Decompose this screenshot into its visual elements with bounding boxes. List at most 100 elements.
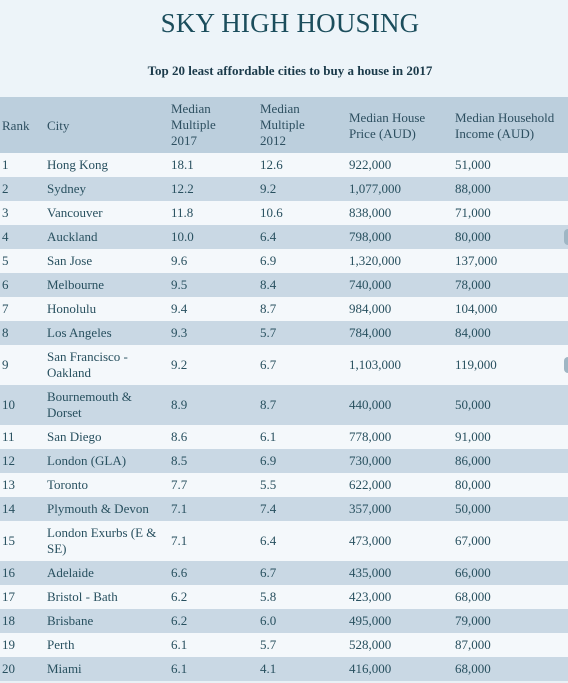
table-row: 5 San Jose 9.6 6.9 1,320,000 137,000 [0, 249, 568, 273]
median-house-price-cell: 740,000 [349, 277, 392, 292]
rank-cell: 20 [2, 661, 15, 676]
city-cell: Auckland [47, 229, 98, 244]
city-cell: Toronto [47, 477, 88, 492]
page-header: SKY HIGH HOUSING Top 20 least affordable… [0, 0, 568, 97]
median-household-income-cell: 86,000 [455, 453, 491, 468]
median-house-price-cell: 495,000 [349, 613, 392, 628]
rank-cell: 9 [2, 357, 9, 372]
median-multiple-2017-cell: 6.1 [171, 661, 188, 676]
city-cell: Vancouver [47, 205, 103, 220]
rank-cell: 18 [2, 613, 15, 628]
median-household-income-cell: 66,000 [455, 565, 491, 580]
median-house-price-cell: 798,000 [349, 229, 392, 244]
median-house-price-cell: 984,000 [349, 301, 392, 316]
table-row: 10 Bournemouth & Dorset 8.9 8.7 440,000 50,00… [0, 385, 568, 425]
page-title: SKY HIGH HOUSING [160, 8, 420, 38]
median-multiple-2017-cell: 6.2 [171, 613, 188, 628]
median-household-income-cell: 104,000 [455, 301, 498, 316]
median-multiple-2017-cell: 8.6 [171, 429, 188, 444]
table-row: 2 Sydney 12.2 9.2 1,077,000 88,000 [0, 177, 568, 201]
table-row: 19 Perth 6.1 5.7 528,000 87,000 [0, 633, 568, 657]
median-multiple-2017-cell: 6.1 [171, 637, 188, 652]
city-cell: London (GLA) [47, 453, 127, 468]
table-row: 20 Miami 6.1 4.1 416,000 68,000 [0, 657, 568, 681]
table-row: 17 Bristol - Bath 6.2 5.8 423,000 68,000 [0, 585, 568, 609]
table-row: 16 Adelaide 6.6 6.7 435,000 66,000 [0, 561, 568, 585]
median-multiple-2012-cell: 9.2 [260, 181, 277, 196]
median-household-income-cell: 50,000 [455, 397, 491, 412]
median-multiple-2012-cell: 4.1 [260, 661, 277, 676]
rank-cell: 13 [2, 477, 15, 492]
rank-cell: 3 [2, 205, 9, 220]
table-row: 9 San Francisco - Oakland 9.2 6.7 1,103,000 1… [0, 345, 568, 385]
median-multiple-2012-cell: 7.4 [260, 501, 277, 516]
median-multiple-2012-cell: 8.7 [260, 397, 277, 412]
city-cell: Hong Kong [47, 157, 109, 172]
header-median-house-price: Median House Price (AUD) [349, 110, 426, 141]
median-house-price-cell: 1,103,000 [349, 357, 401, 372]
median-house-price-cell: 528,000 [349, 637, 392, 652]
median-house-price-cell: 730,000 [349, 453, 392, 468]
median-household-income-cell: 91,000 [455, 429, 491, 444]
median-household-income-cell: 68,000 [455, 589, 491, 604]
table-row: 12 London (GLA) 8.5 6.9 730,000 86,000 [0, 449, 568, 473]
median-household-income-cell: 68,000 [455, 661, 491, 676]
table-row: 18 Brisbane 6.2 6.0 495,000 79,000 [0, 609, 568, 633]
median-house-price-cell: 1,077,000 [349, 181, 401, 196]
median-multiple-2012-cell: 6.1 [260, 429, 277, 444]
median-multiple-2012-cell: 6.9 [260, 453, 277, 468]
median-house-price-cell: 440,000 [349, 397, 392, 412]
city-cell: Melbourne [47, 277, 105, 292]
median-multiple-2017-cell: 7.7 [171, 477, 188, 492]
median-multiple-2012-cell: 5.5 [260, 477, 277, 492]
rank-cell: 10 [2, 397, 15, 412]
median-multiple-2017-cell: 6.2 [171, 589, 188, 604]
rank-cell: 19 [2, 637, 15, 652]
rank-cell: 1 [2, 157, 9, 172]
median-multiple-2012-cell: 12.6 [260, 157, 283, 172]
table-row: 14 Plymouth & Devon 7.1 7.4 357,000 50,000 [0, 497, 568, 521]
median-multiple-2017-cell: 8.5 [171, 453, 188, 468]
median-house-price-cell: 423,000 [349, 589, 392, 604]
median-multiple-2017-cell: 9.3 [171, 325, 188, 340]
city-cell: Honolulu [47, 301, 97, 316]
city-cell: Miami [47, 661, 82, 676]
median-multiple-2012-cell: 5.7 [260, 637, 277, 652]
median-multiple-2012-cell: 6.9 [260, 253, 277, 268]
table-row: 4 Auckland 10.0 6.4 798,000 80,000 [0, 225, 568, 249]
rank-cell: 17 [2, 589, 15, 604]
median-house-price-cell: 473,000 [349, 533, 392, 548]
table-row: 11 San Diego 8.6 6.1 778,000 91,000 [0, 425, 568, 449]
table-row: 1 Hong Kong 18.1 12.6 922,000 51,000 [0, 153, 568, 177]
table-body: 1 Hong Kong 18.1 12.6 922,000 51,000 2 Sydney 12… [0, 153, 568, 681]
median-multiple-2017-cell: 9.6 [171, 253, 188, 268]
city-cell: Bournemouth & Dorset [47, 389, 132, 420]
median-multiple-2017-cell: 9.5 [171, 277, 188, 292]
median-multiple-2012-cell: 5.7 [260, 325, 277, 340]
median-house-price-cell: 922,000 [349, 157, 392, 172]
median-household-income-cell: 84,000 [455, 325, 491, 340]
table-row: 3 Vancouver 11.8 10.6 838,000 71,000 [0, 201, 568, 225]
median-house-price-cell: 838,000 [349, 205, 392, 220]
table-row: 7 Honolulu 9.4 8.7 984,000 104,000 [0, 297, 568, 321]
median-multiple-2017-cell: 18.1 [171, 157, 194, 172]
median-household-income-cell: 51,000 [455, 157, 491, 172]
median-multiple-2017-cell: 9.2 [171, 357, 188, 372]
header-median-multiple-2012: Median Multiple 2012 [260, 101, 305, 148]
header-rank: Rank [2, 118, 30, 133]
median-household-income-cell: 137,000 [455, 253, 498, 268]
median-multiple-2017-cell: 10.0 [171, 229, 194, 244]
median-multiple-2012-cell: 6.0 [260, 613, 277, 628]
median-multiple-2012-cell: 8.4 [260, 277, 277, 292]
median-household-income-cell: 67,000 [455, 533, 491, 548]
city-cell: Plymouth & Devon [47, 501, 149, 516]
median-house-price-cell: 784,000 [349, 325, 392, 340]
median-multiple-2012-cell: 6.4 [260, 533, 277, 548]
rank-cell: 6 [2, 277, 9, 292]
city-cell: San Francisco - Oakland [47, 349, 128, 380]
median-household-income-cell: 119,000 [455, 357, 497, 372]
rank-cell: 11 [2, 429, 15, 444]
rank-cell: 16 [2, 565, 15, 580]
median-multiple-2012-cell: 8.7 [260, 301, 277, 316]
median-household-income-cell: 78,000 [455, 277, 491, 292]
